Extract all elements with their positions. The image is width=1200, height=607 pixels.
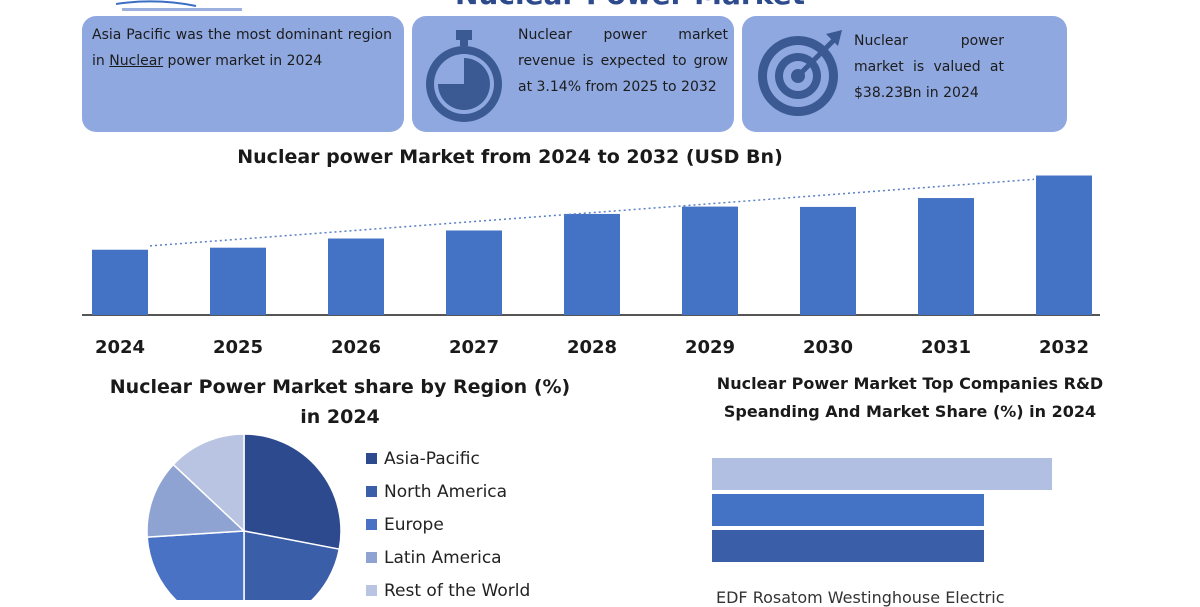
legend-item-rest-of-the-world: Rest of the World xyxy=(366,574,530,607)
target-icon xyxy=(758,30,842,116)
legend-label: North America xyxy=(384,481,508,502)
x-tick-label-2030: 2030 xyxy=(803,337,853,358)
legend-swatch xyxy=(366,453,377,464)
x-tick-label-2025: 2025 xyxy=(213,337,263,358)
bar-2027 xyxy=(446,230,502,315)
info-card-growth: Nuclear power market revenue is expected… xyxy=(412,16,734,132)
legend-label: Rest of the World xyxy=(384,580,531,601)
legend-label: Asia-Pacific xyxy=(384,448,480,469)
bar-2024 xyxy=(92,249,148,315)
x-tick-label-2032: 2032 xyxy=(1039,337,1089,358)
bar-2028 xyxy=(564,213,620,315)
bar-chart-title: Nuclear power Market from 2024 to 2032 (… xyxy=(237,146,783,168)
bar-2031 xyxy=(918,198,974,315)
region-pie-chart xyxy=(146,433,342,600)
page-title: Nuclear Power Market xyxy=(430,0,830,11)
legend-item-latin-america: Latin America xyxy=(366,541,530,574)
pie-slice-europe xyxy=(146,530,245,600)
company-bar-2 xyxy=(712,494,984,526)
legend-swatch xyxy=(366,486,377,497)
bar-2030 xyxy=(800,206,856,315)
legend-label: Latin America xyxy=(384,547,502,568)
nuclear-link[interactable]: Nuclear xyxy=(109,53,164,69)
legend-swatch xyxy=(366,585,377,596)
pie-slice-north-america xyxy=(243,530,341,600)
company-bar-3 xyxy=(712,530,984,562)
bar-2026 xyxy=(328,238,384,315)
x-tick-label-2028: 2028 xyxy=(567,337,617,358)
company-bar-1 xyxy=(712,458,1052,490)
legend-label: Europe xyxy=(384,514,444,535)
pie-legend: Asia-Pacific North America Europe Latin Ame… xyxy=(366,442,530,607)
info-card-value: Nuclear power market is valued at $38.23… xyxy=(742,16,1067,132)
x-tick-label-2031: 2031 xyxy=(921,337,971,358)
brand-logo xyxy=(116,0,242,11)
x-tick-label-2029: 2029 xyxy=(685,337,735,358)
legend-item-europe: Europe xyxy=(366,508,530,541)
x-tick-label-2024: 2024 xyxy=(95,337,145,358)
info-card-dominant-region: Asia Pacific was the most dominant regio… xyxy=(82,16,404,132)
bar-2025 xyxy=(210,247,266,315)
card-dominant-region-text: Asia Pacific was the most dominant regio… xyxy=(92,27,392,69)
bar-2032 xyxy=(1036,175,1092,315)
card-value-text: Nuclear power market is valued at $38.23… xyxy=(854,33,1004,101)
card-growth-text: Nuclear power market revenue is expected… xyxy=(518,27,728,95)
pie-slice-rest-of-the-world xyxy=(172,433,245,533)
legend-item-north-america: North America xyxy=(366,475,530,508)
legend-item-asia-pacific: Asia-Pacific xyxy=(366,442,530,475)
pie-slice-latin-america xyxy=(146,463,246,538)
x-tick-label-2026: 2026 xyxy=(331,337,381,358)
companies-legend-partial: EDF Rosatom Westinghouse Electric xyxy=(716,588,1005,607)
pie-chart-title: Nuclear Power Market share by Region (%)… xyxy=(109,376,571,428)
stopwatch-icon xyxy=(426,30,502,122)
legend-swatch xyxy=(366,519,377,530)
x-tick-label-2027: 2027 xyxy=(449,337,499,358)
companies-chart-title: Nuclear Power Market Top Companies R&D S… xyxy=(716,374,1104,421)
companies-bar-chart xyxy=(712,458,1052,562)
legend-swatch xyxy=(366,552,377,563)
bar-2029 xyxy=(682,206,738,315)
pie-slice-asia-pacific xyxy=(243,433,342,551)
market-bar-chart: 2024 2025 2026 2027 2028 2029 2030 2031 2032 xyxy=(82,175,1100,358)
